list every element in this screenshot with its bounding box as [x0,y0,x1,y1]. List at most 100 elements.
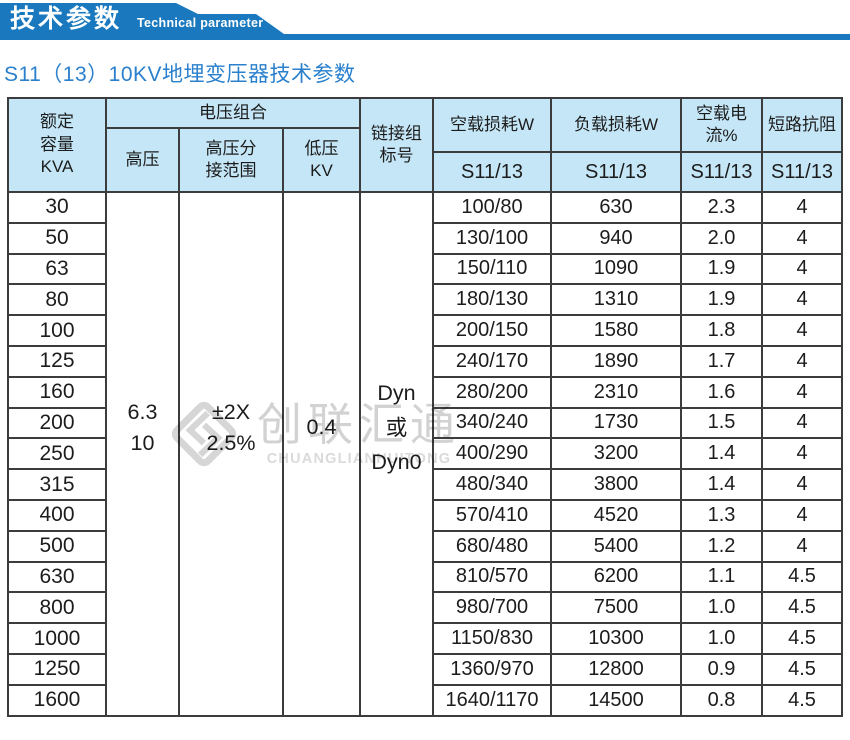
body-cell-impedance: 4.5 [763,624,841,653]
body-cell-no-load-current: 1.7 [682,346,761,376]
header-short-circuit-impedance: 短路抗阻 [763,99,841,151]
header-voltage-group: 电压组合 [107,99,359,127]
subheader-model-no-load-loss: S11/13 [434,153,550,191]
merged-cell-hv-tap-range: ±2X 2.5% [180,193,282,715]
body-cell-load-loss: 6200 [552,562,680,592]
body-cell-impedance: 4 [763,316,841,345]
body-cell-no-load-current: 2.0 [682,223,761,253]
body-cell-kva: 80 [9,285,105,315]
body-cell-load-loss: 14500 [552,685,680,715]
body-cell-load-loss: 2310 [552,377,680,407]
body-cell-kva: 250 [9,439,105,469]
body-cell-load-loss: 940 [552,223,680,253]
header-no-load-current: 空载电流% [682,99,761,151]
body-cell-load-loss: 630 [552,193,680,222]
header-vector-group: 链接组 标号 [361,99,432,191]
body-cell-no-load-loss: 280/200 [434,377,550,407]
body-cell-kva: 63 [9,254,105,284]
parameter-table-grid: 额定 容量 KVA 电压组合 高压 高压分 接范围 低压 KV 链接组 标号 空… [7,97,843,717]
body-cell-impedance: 4 [763,193,841,222]
body-cell-impedance: 4 [763,377,841,407]
merged-cell-low-voltage: 0.4 [284,193,359,715]
body-cell-impedance: 4.5 [763,685,841,715]
body-cell-no-load-current: 1.4 [682,439,761,469]
body-cell-load-loss: 7500 [552,593,680,623]
body-cell-kva: 630 [9,562,105,592]
body-cell-kva: 1250 [9,654,105,684]
body-cell-no-load-current: 2.3 [682,193,761,222]
body-cell-load-loss: 10300 [552,624,680,653]
body-cell-kva: 500 [9,531,105,561]
header-hv-tap-range: 高压分 接范围 [180,129,282,191]
body-cell-no-load-loss: 480/340 [434,470,550,499]
banner-title-en: Technical parameter [137,16,264,30]
body-cell-impedance: 4 [763,254,841,284]
body-cell-no-load-loss: 130/100 [434,223,550,253]
merged-cell-vector-group: Dyn 或 Dyn0 [361,193,432,715]
body-cell-load-loss: 1890 [552,346,680,376]
body-cell-no-load-current: 1.3 [682,500,761,530]
body-cell-no-load-current: 1.2 [682,531,761,561]
body-cell-no-load-loss: 340/240 [434,408,550,438]
body-cell-no-load-current: 1.0 [682,624,761,653]
body-cell-impedance: 4 [763,223,841,253]
body-cell-impedance: 4.5 [763,593,841,623]
subheader-model-no-load-current: S11/13 [682,153,761,191]
body-cell-no-load-loss: 150/110 [434,254,550,284]
body-cell-no-load-loss: 400/290 [434,439,550,469]
body-cell-kva: 100 [9,316,105,345]
body-cell-impedance: 4.5 [763,654,841,684]
body-cell-no-load-loss: 570/410 [434,500,550,530]
body-cell-no-load-current: 1.8 [682,316,761,345]
header-low-voltage: 低压 KV [284,129,359,191]
body-cell-no-load-loss: 180/130 [434,285,550,315]
body-cell-no-load-loss: 100/80 [434,193,550,222]
body-cell-impedance: 4.5 [763,562,841,592]
banner: 技术参数 Technical parameter [0,0,850,44]
header-high-voltage: 高压 [107,129,178,191]
body-cell-kva: 800 [9,593,105,623]
body-cell-impedance: 4 [763,531,841,561]
body-cell-impedance: 4 [763,285,841,315]
body-cell-no-load-current: 1.0 [682,593,761,623]
body-cell-load-loss: 3800 [552,470,680,499]
body-cell-no-load-loss: 1360/970 [434,654,550,684]
page-title: S11（13）10KV地埋变压器技术参数 [4,63,356,86]
body-cell-no-load-current: 1.1 [682,562,761,592]
body-cell-impedance: 4 [763,408,841,438]
banner-title-cn: 技术参数 [10,5,123,33]
body-cell-load-loss: 1730 [552,408,680,438]
body-cell-load-loss: 1580 [552,316,680,345]
header-rated-capacity: 额定 容量 KVA [9,99,105,191]
body-cell-kva: 1000 [9,624,105,653]
body-cell-no-load-loss: 680/480 [434,531,550,561]
body-cell-impedance: 4 [763,439,841,469]
body-cell-no-load-loss: 240/170 [434,346,550,376]
body-cell-no-load-loss: 980/700 [434,593,550,623]
body-cell-no-load-current: 0.8 [682,685,761,715]
body-cell-kva: 315 [9,470,105,499]
body-cell-kva: 30 [9,193,105,222]
body-cell-load-loss: 1090 [552,254,680,284]
body-cell-no-load-loss: 1640/1170 [434,685,550,715]
body-cell-impedance: 4 [763,470,841,499]
body-cell-impedance: 4 [763,500,841,530]
body-cell-impedance: 4 [763,346,841,376]
body-cell-no-load-loss: 200/150 [434,316,550,345]
body-cell-no-load-loss: 1150/830 [434,624,550,653]
body-cell-load-loss: 12800 [552,654,680,684]
body-cell-kva: 125 [9,346,105,376]
subheader-model-load-loss: S11/13 [552,153,680,191]
body-cell-load-loss: 4520 [552,500,680,530]
merged-cell-high-voltage: 6.3 10 [107,193,178,715]
body-cell-no-load-current: 0.9 [682,654,761,684]
body-cell-load-loss: 5400 [552,531,680,561]
body-cell-load-loss: 1310 [552,285,680,315]
subheader-model-impedance: S11/13 [763,153,841,191]
body-cell-load-loss: 3200 [552,439,680,469]
body-cell-kva: 1600 [9,685,105,715]
body-cell-no-load-current: 1.9 [682,254,761,284]
body-cell-no-load-current: 1.5 [682,408,761,438]
body-cell-kva: 160 [9,377,105,407]
